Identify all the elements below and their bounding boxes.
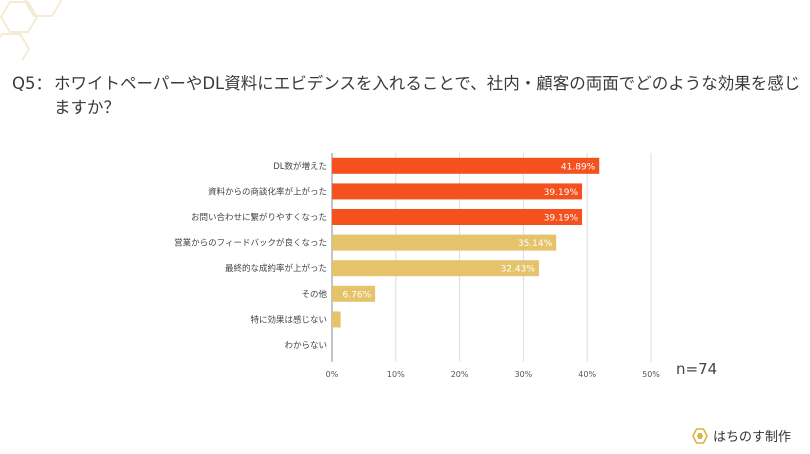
data-label: 6.76% <box>343 290 372 300</box>
x-tick-label: 30% <box>515 370 533 379</box>
data-label: 35.14% <box>518 239 553 249</box>
category-label: 特に効果は感じない <box>250 314 327 325</box>
question-text: ホワイトペーパーやDL資料にエビデンスを入れることで、社内・顧客の両面でどのよう… <box>54 74 801 117</box>
category-label: DL数が増えた <box>273 161 327 172</box>
data-label: 32.43% <box>501 265 536 275</box>
x-tick-label: 20% <box>451 370 469 379</box>
category-label: わからない <box>284 341 327 351</box>
category-label: 営業からのフィードバックが良くなった <box>174 238 327 249</box>
x-tick-label: 10% <box>387 370 405 379</box>
brand-footer: はちのす制作 <box>692 426 791 445</box>
bar <box>332 311 341 328</box>
data-label: 39.19% <box>544 188 579 198</box>
bar <box>332 183 583 200</box>
x-tick-label: 50% <box>642 370 660 379</box>
question-title: Q5： ホワイトペーパーやDL資料にエビデンスを入れることで、社内・顧客の両面で… <box>12 72 804 120</box>
sample-size-label: n=74 <box>676 360 718 378</box>
data-label: 39.19% <box>544 214 579 224</box>
bar <box>332 157 600 174</box>
decorative-hexagon-logo <box>0 0 63 60</box>
question-number: Q5： <box>12 74 52 93</box>
brand-name: はちのす制作 <box>713 430 792 445</box>
bar <box>332 260 539 277</box>
data-label: 41.89% <box>561 162 596 172</box>
category-label: その他 <box>301 289 327 300</box>
x-tick-label: 0% <box>326 370 339 379</box>
bar <box>332 209 583 225</box>
category-label: 最終的な成約率が上がった <box>225 263 327 274</box>
category-label: お問い合わせに繋がりやすくなった <box>191 212 327 223</box>
hexagon-logo-icon <box>692 427 708 444</box>
bar <box>332 285 376 302</box>
category-label: 資料からの商談化率が上がった <box>208 186 327 197</box>
bar <box>332 234 557 251</box>
x-tick-label: 40% <box>578 370 596 379</box>
